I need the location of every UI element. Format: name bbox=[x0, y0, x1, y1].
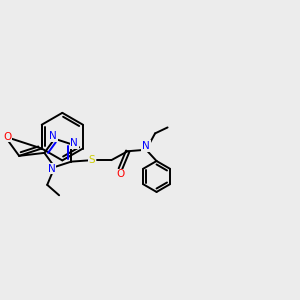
Text: N: N bbox=[70, 138, 78, 148]
Text: O: O bbox=[3, 132, 12, 142]
Text: N: N bbox=[142, 141, 150, 151]
Text: O: O bbox=[116, 169, 124, 179]
Text: N: N bbox=[48, 164, 56, 173]
Text: S: S bbox=[89, 155, 95, 165]
Text: N: N bbox=[49, 131, 57, 141]
